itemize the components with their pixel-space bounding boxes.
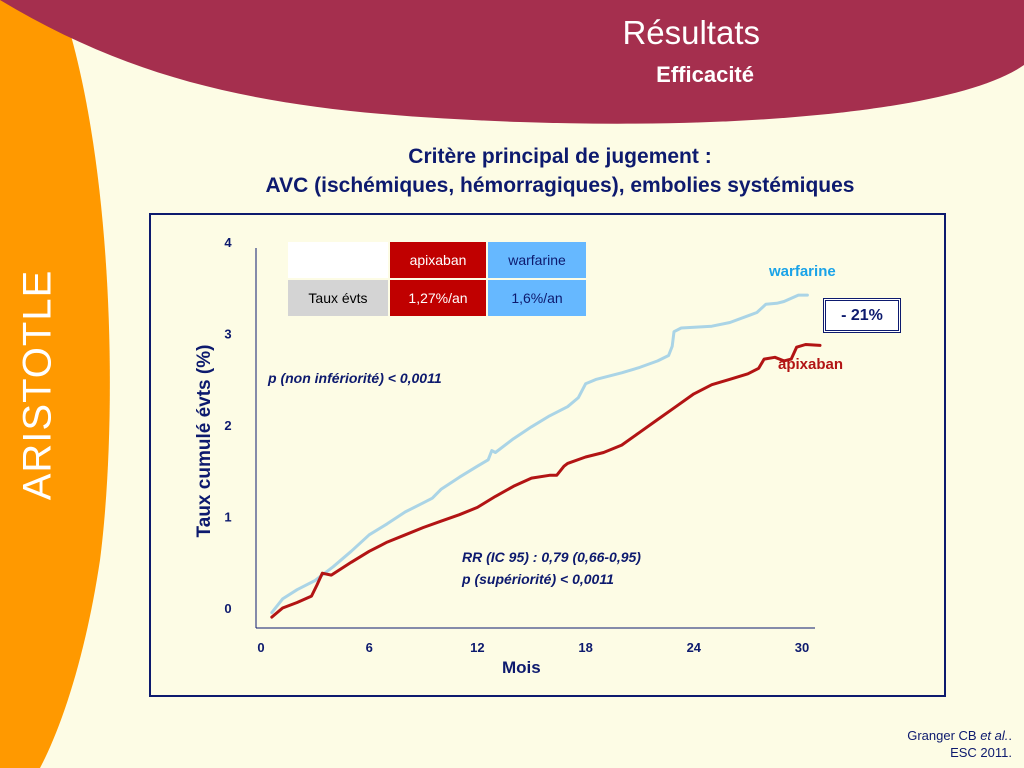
table-row-label: Taux évts [288,280,388,316]
series-label-warfarine: warfarine [769,263,836,280]
side-band [0,0,110,768]
event-rate-table: apixaban warfarine Taux évts 1,27%/an 1,… [286,240,588,318]
x-tick-label: 0 [257,640,264,655]
x-tick-label: 24 [687,640,702,655]
citation-dot: . [1008,728,1012,743]
criterion-line-1: Critère principal de jugement : [408,145,712,168]
y-tick-label: 1 [224,510,231,525]
y-tick-label: 3 [224,327,231,342]
citation: Granger CB et al.. ESC 2011. [907,727,1012,761]
table-cell-apixaban-rate: 1,27%/an [390,280,486,316]
rr-note: RR (IC 95) : 0,79 (0,66-0,95) [462,549,641,565]
criterion-line-2: AVC (ischémiques, hémorragiques), emboli… [265,174,855,197]
x-tick-label: 18 [578,640,592,655]
x-tick-label: 30 [795,640,809,655]
superiority-note: p (supériorité) < 0,0011 [462,571,614,587]
table-row: Taux évts 1,27%/an 1,6%/an [288,280,586,316]
citation-line-1: Granger CB et al.. [907,727,1012,744]
series-line-apixaban [270,343,822,619]
reduction-badge: - 21% [823,298,901,333]
y-axis-label: Taux cumulé évts (%) [194,344,215,538]
citation-venue: ESC 2011. [950,745,1012,760]
table-corner-cell [288,242,388,278]
y-tick-label: 4 [224,235,232,250]
x-tick-label: 6 [366,640,373,655]
table-header-row: apixaban warfarine [288,242,586,278]
x-axis-label: Mois [502,658,541,677]
non-inferiority-note: p (non infériorité) < 0,0011 [268,370,442,386]
y-tick-label: 0 [224,601,231,616]
table-header-warfarine: warfarine [488,242,586,278]
citation-etal: et al. [980,728,1009,743]
title-banner [0,0,1024,124]
slide-title: Résultats [622,14,760,51]
x-tick-label: 12 [470,640,484,655]
y-tick-label: 2 [224,418,231,433]
slide-subtitle: Efficacité [656,62,754,87]
citation-author: Granger CB [907,728,981,743]
table-cell-warfarine-rate: 1,6%/an [488,280,586,316]
series-line-warfarine [270,293,809,615]
series-label-apixaban: apixaban [778,356,844,373]
table-header-apixaban: apixaban [390,242,486,278]
